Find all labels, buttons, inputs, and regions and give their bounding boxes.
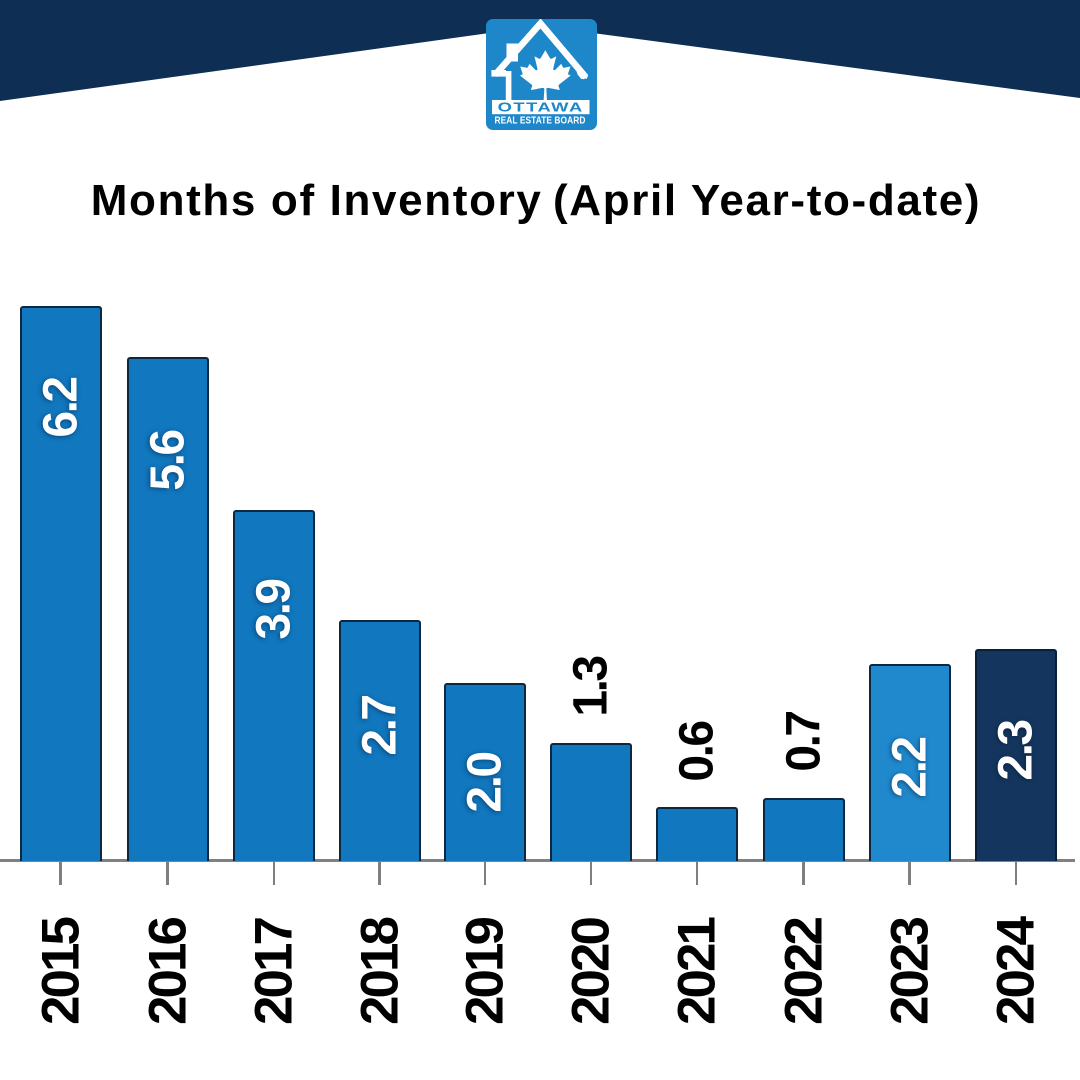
svg-text:OTTAWA: OTTAWA [498,101,584,115]
svg-text:REAL ESTATE BOARD: REAL ESTATE BOARD [495,115,586,126]
